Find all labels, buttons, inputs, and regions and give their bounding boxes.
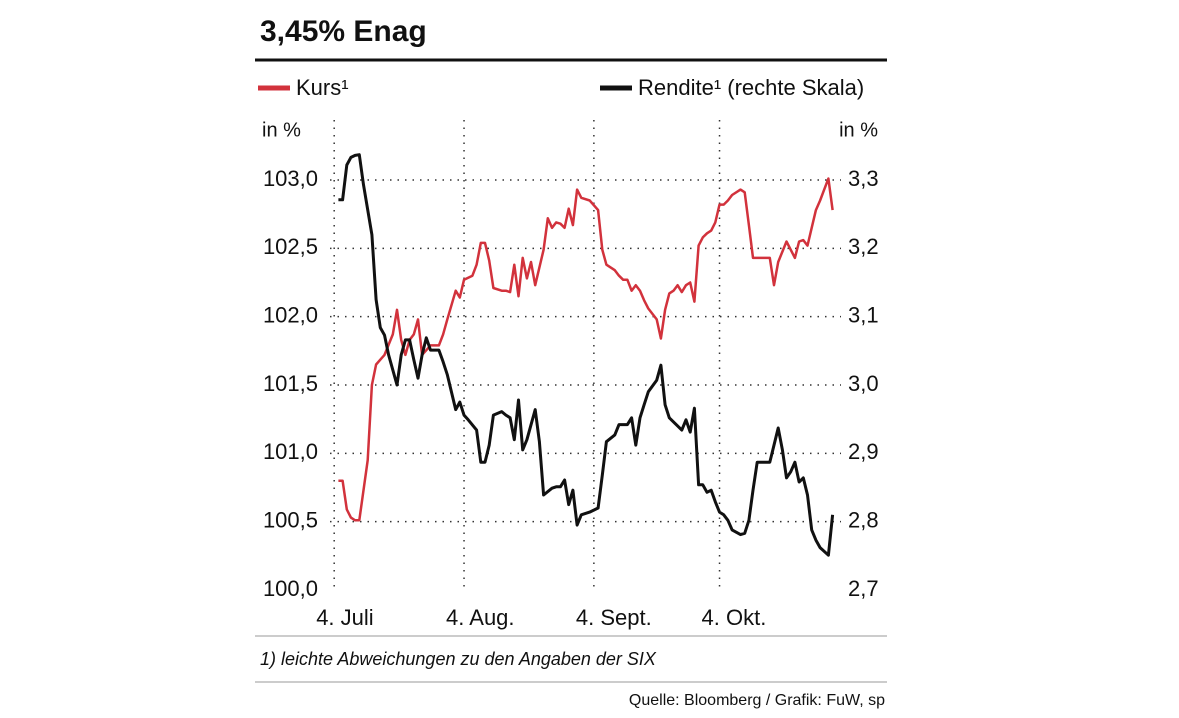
y2-axis-label: in % [839,119,878,141]
legend-label: Rendite¹ (rechte Skala) [638,75,864,100]
y-tick-label: 100,5 [263,507,318,532]
y2-tick-label: 3,0 [848,371,879,396]
y2-tick-label: 3,3 [848,166,879,191]
y-tick-label: 101,0 [263,439,318,464]
footnote: 1) leichte Abweichungen zu den Angaben d… [260,649,657,669]
y2-tick-label: 2,9 [848,439,879,464]
y-tick-label: 101,5 [263,371,318,396]
y-tick-label: 103,0 [263,166,318,191]
y-tick-label: 100,0 [263,576,318,601]
y-axis-label: in % [262,119,301,141]
y-tick-label: 102,5 [263,234,318,259]
x-tick-label: 4. Aug. [446,605,515,630]
x-tick-label: 4. Okt. [702,605,767,630]
legend-label: Kurs¹ [296,75,349,100]
x-tick-label: 4. Sept. [576,605,652,630]
y2-tick-label: 3,1 [848,302,879,327]
y2-tick-label: 3,2 [848,234,879,259]
x-tick-label: 4. Juli [316,605,373,630]
chart-title: 3,45% Enag [260,15,427,48]
y2-tick-label: 2,7 [848,576,879,601]
y-tick-label: 102,0 [263,302,318,327]
line-series [338,153,835,557]
y2-tick-label: 2,8 [848,507,879,532]
source: Quelle: Bloomberg / Grafik: FuW, sp [629,692,885,709]
